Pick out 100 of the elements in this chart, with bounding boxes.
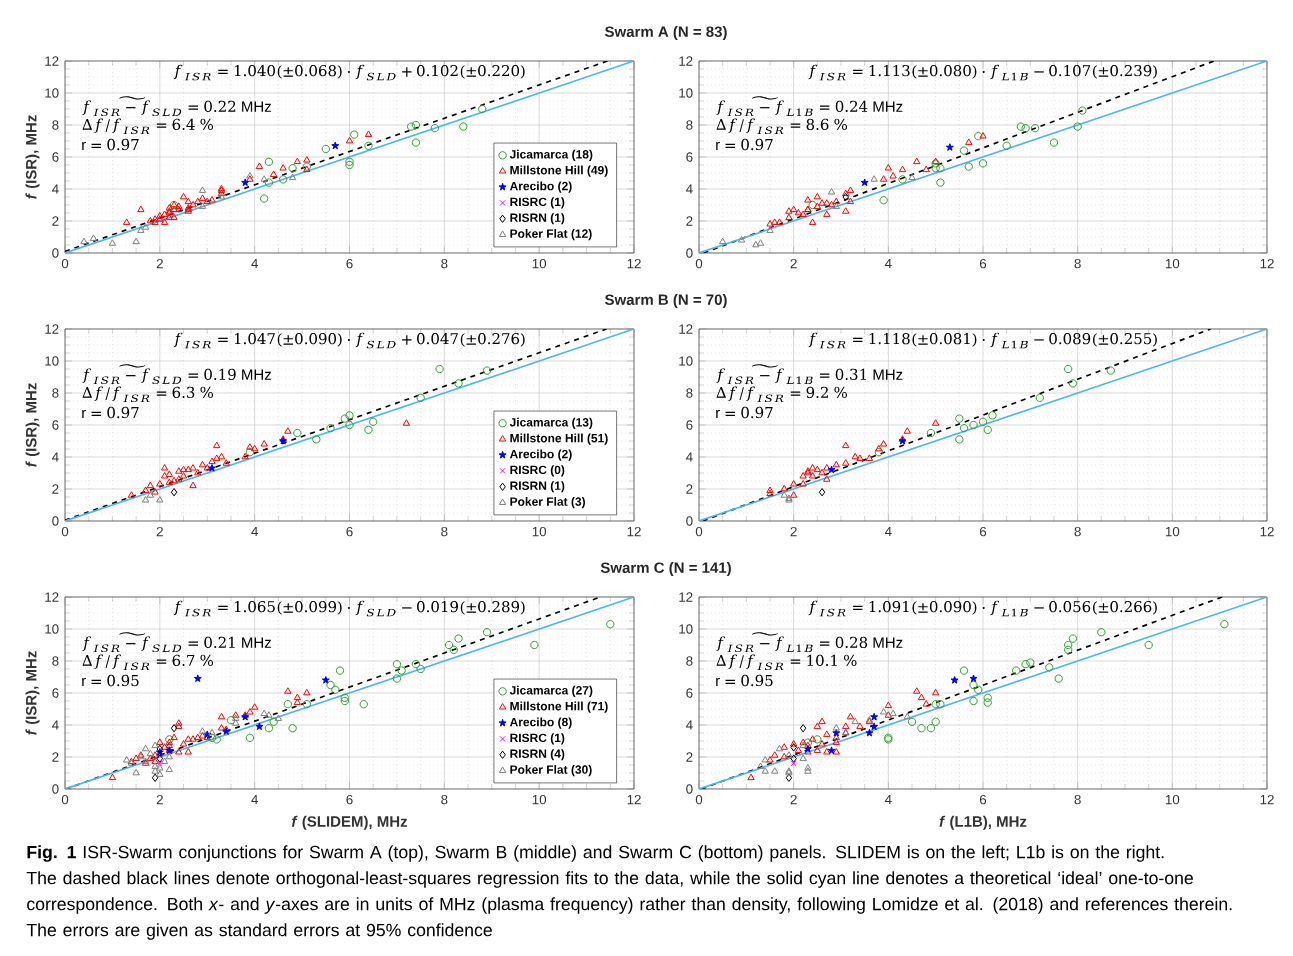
x-tick-label: 12: [627, 258, 641, 269]
x-tick-label: 2: [790, 258, 797, 269]
y-tick-label: 0: [52, 784, 59, 794]
y-tick-label: 10: [679, 624, 693, 634]
x-tick-label: 4: [251, 526, 258, 537]
y-tick-label: 8: [52, 388, 59, 398]
y-tick-label: 2: [686, 752, 693, 762]
annotation: $\widetilde{f_{ISR} - f_{SLD}} = 0.19\ \mathrm{MHz}$: [82, 364, 271, 385]
annotation: $\mathrm{r} = 0.97$: [82, 138, 139, 151]
y-tick-label: 10: [45, 88, 59, 98]
legend-label: Millstone Hill (71): [510, 701, 608, 713]
x-tick-label: 8: [1074, 526, 1081, 537]
x-tick-label: 6: [346, 258, 353, 269]
y-tick-label: 8: [686, 656, 693, 666]
annotation: $\Delta f/f_{ISR} = 8.6\ \%$: [716, 118, 848, 135]
annotation: $\widetilde{f_{ISR} - f_{L1B}} = 0.28\ \mathrm{MHz}$: [716, 632, 903, 653]
y-tick-label: 4: [52, 184, 59, 194]
annotation: $\widetilde{f_{ISR} - f_{L1B}} = 0.24\ \mathrm{MHz}$: [716, 96, 903, 117]
x-tick-label: 8: [441, 258, 448, 269]
x-tick-label: 4: [251, 794, 258, 805]
x-tick-label: 0: [61, 794, 69, 805]
x-tick-label: 12: [627, 794, 641, 805]
x-tick-label: 10: [1165, 526, 1180, 537]
legend-label: RISRC (1): [510, 197, 565, 209]
x-axis-title: f (L1B), MHz: [939, 815, 1027, 830]
x-axis-title: f (SLIDEM), MHz: [291, 815, 408, 830]
legend-label: Arecibo (2): [509, 181, 572, 193]
y-tick-label: 0: [686, 784, 693, 794]
x-tick-label: 6: [979, 794, 987, 805]
x-tick-label: 2: [156, 526, 163, 537]
text: Swarm C (N = 141): [600, 562, 731, 576]
x-tick-label: 0: [61, 526, 69, 537]
y-tick-label: 2: [52, 484, 59, 494]
x-tick-label: 6: [346, 526, 353, 537]
y-tick-label: 10: [679, 356, 693, 366]
annotation: $\widetilde{f_{ISR} - f_{SLD}} = 0.21\ \mathrm{MHz}$: [82, 632, 271, 653]
y-tick-label: 12: [45, 56, 59, 66]
x-tick-label: 4: [251, 258, 258, 269]
y-tick-label: 12: [679, 56, 693, 66]
x-tick-label: 8: [1074, 258, 1081, 269]
x-tick-label: 12: [627, 526, 641, 537]
text: Swarm A (N = 83): [604, 26, 727, 40]
x-tick-label: 10: [1165, 258, 1180, 269]
legend-label: Jicamarca (13): [509, 417, 593, 429]
x-tick-label: 6: [979, 258, 987, 269]
x-tick-label: 8: [441, 526, 448, 537]
x-tick-label: 12: [1260, 258, 1274, 269]
legend-label: Millstone Hill (51): [510, 433, 608, 445]
y-tick-label: 6: [52, 688, 59, 698]
x-tick-label: 2: [790, 526, 797, 537]
y-tick-label: 12: [679, 324, 693, 334]
x-tick-label: 0: [695, 258, 703, 269]
annotation: $\widetilde{f_{ISR} - f_{SLD}} = 0.22\ \mathrm{MHz}$: [82, 96, 271, 117]
legend-label: Arecibo (2): [509, 449, 572, 461]
x-tick-label: 4: [884, 258, 892, 269]
y-tick-label: 12: [679, 592, 693, 602]
y-tick-label: 0: [686, 516, 693, 526]
x-tick-label: 6: [979, 526, 987, 537]
annotation: $\mathrm{r} = 0.97$: [716, 138, 773, 151]
y-tick-label: 2: [686, 484, 693, 494]
y-tick-label: 0: [686, 248, 693, 258]
annotation: $\Delta f/f_{ISR} = 9.2\ \%$: [716, 386, 848, 403]
x-tick-label: 8: [1074, 794, 1081, 805]
y-tick-label: 12: [45, 324, 59, 334]
y-tick-label: 4: [686, 452, 693, 462]
annotation: $\mathrm{r} = 0.95$: [716, 674, 773, 687]
annotation: $f_{ISR} = 1.065(\pm 0.099)\cdot f_{SLD} - 0.019(\pm 0.289)$: [173, 600, 525, 617]
legend-label: Jicamarca (27): [509, 685, 593, 697]
legend-label: Jicamarca (18): [509, 149, 593, 161]
y-tick-label: 6: [52, 152, 59, 162]
x-tick-label: 10: [532, 794, 547, 805]
y-axis-title: f (ISR), MHz: [25, 651, 40, 735]
x-tick-label: 2: [156, 794, 163, 805]
y-tick-label: 6: [686, 420, 693, 430]
y-tick-label: 2: [52, 216, 59, 226]
x-tick-label: 8: [441, 794, 448, 805]
annotation: $\Delta f/f_{ISR} = 6.4\ \%$: [82, 118, 214, 135]
y-tick-label: 0: [52, 516, 59, 526]
y-tick-label: 10: [45, 356, 59, 366]
annotation: $\Delta f/f_{ISR} = 6.3\ \%$: [82, 386, 214, 403]
legend-label: Poker Flat (30): [510, 765, 592, 777]
y-tick-label: 6: [686, 152, 693, 162]
y-tick-label: 8: [686, 388, 693, 398]
annotation: $\mathrm{r} = 0.97$: [716, 406, 773, 419]
y-tick-label: 2: [52, 752, 59, 762]
y-tick-label: 2: [686, 216, 693, 226]
y-tick-label: 8: [52, 656, 59, 666]
annotation: $f_{ISR} = 1.040(\pm 0.068)\cdot f_{SLD} + 0.102(\pm 0.220)$: [173, 64, 525, 81]
x-tick-label: 2: [156, 258, 163, 269]
legend-label: Arecibo (8): [509, 717, 572, 729]
y-tick-label: 6: [686, 688, 693, 698]
y-tick-label: 10: [45, 624, 59, 634]
x-tick-label: 12: [1260, 526, 1274, 537]
y-tick-label: 8: [686, 120, 693, 130]
x-tick-label: 0: [61, 258, 69, 269]
x-tick-label: 0: [695, 794, 703, 805]
y-tick-label: 4: [686, 720, 693, 730]
y-tick-label: 6: [52, 420, 59, 430]
x-tick-label: 10: [532, 258, 547, 269]
annotation: $f_{ISR} = 1.113(\pm 0.080)\cdot f_{L1B} - 0.107(\pm 0.239)$: [808, 64, 1157, 81]
